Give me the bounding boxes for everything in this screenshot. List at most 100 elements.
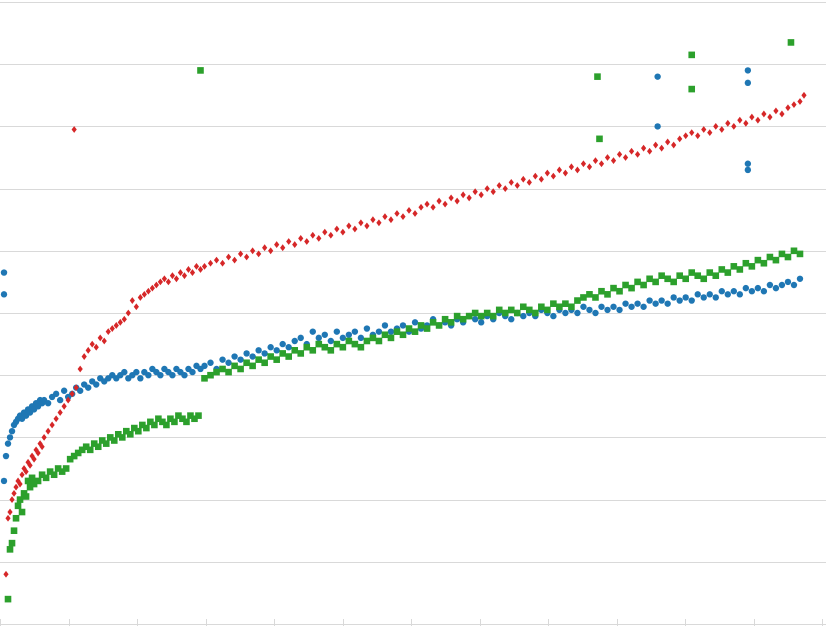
data-point: [131, 424, 138, 432]
data-point: [622, 300, 629, 307]
data-point: [683, 132, 689, 140]
data-point: [219, 259, 226, 267]
data-point: [400, 213, 406, 220]
data-point: [141, 290, 147, 298]
data-point: [796, 275, 804, 282]
data-point: [339, 334, 347, 342]
data-point: [634, 150, 641, 158]
data-point: [610, 303, 617, 310]
data-point: [646, 275, 653, 283]
data-point: [760, 259, 768, 267]
data-point: [622, 154, 629, 161]
data-point: [592, 157, 599, 165]
data-point: [459, 315, 467, 323]
data-point: [610, 284, 617, 292]
data-point: [8, 427, 16, 435]
data-point: [213, 256, 220, 264]
data-point: [411, 319, 419, 326]
data-point: [713, 123, 719, 130]
data-point: [35, 449, 41, 457]
data-point: [352, 225, 358, 233]
data-point: [339, 343, 347, 351]
data-point: [730, 263, 738, 270]
data-point: [137, 375, 144, 382]
data-point: [285, 344, 292, 351]
data-point: [484, 185, 490, 192]
data-point: [478, 191, 484, 199]
data-point: [742, 284, 750, 292]
data-point: [748, 263, 756, 270]
data-point: [143, 424, 150, 432]
data-point: [345, 337, 353, 345]
data-point: [411, 328, 419, 335]
data-point: [15, 477, 21, 485]
data-point: [201, 262, 208, 270]
data-point: [237, 365, 244, 373]
data-point: [700, 294, 707, 301]
data-point: [363, 325, 371, 332]
data-point: [688, 85, 696, 93]
data-point: [453, 312, 461, 320]
data-point: [340, 228, 346, 236]
data-point: [730, 288, 738, 295]
data-point: [30, 480, 38, 488]
data-point: [556, 166, 562, 174]
data-point: [316, 234, 322, 242]
data-point: [382, 213, 388, 220]
data-point: [167, 415, 174, 423]
data-point: [784, 253, 792, 261]
data-point: [688, 297, 695, 304]
data-point: [435, 322, 443, 329]
data-point: [471, 309, 479, 317]
data-point: [54, 465, 62, 472]
data-point: [101, 337, 107, 345]
data-point: [255, 356, 262, 363]
data-point: [97, 334, 103, 342]
data-point: [616, 150, 623, 158]
data-point: [65, 396, 71, 404]
data-point: [267, 344, 274, 351]
data-point: [37, 440, 43, 448]
data-point: [477, 312, 485, 320]
data-point: [118, 434, 126, 441]
data-point: [778, 250, 786, 258]
data-point: [399, 322, 407, 329]
data-point: [387, 334, 395, 342]
data-point: [26, 483, 34, 491]
data-point: [9, 496, 15, 503]
data-point: [399, 331, 407, 339]
data-point: [381, 322, 389, 329]
data-point: [442, 200, 448, 208]
data-point: [197, 266, 204, 273]
data-point: [471, 316, 479, 323]
data-point: [52, 390, 60, 398]
data-point: [268, 247, 274, 255]
data-point: [183, 418, 190, 426]
data-point: [137, 294, 143, 301]
data-point: [550, 300, 557, 307]
data-point: [761, 110, 767, 118]
data-point: [604, 291, 611, 298]
data-point: [189, 368, 196, 376]
data-point: [594, 73, 601, 80]
data-point: [654, 73, 661, 80]
data-point: [19, 471, 25, 479]
data-point: [102, 440, 110, 447]
data-point: [466, 194, 472, 202]
data-point: [328, 231, 334, 239]
data-point: [351, 328, 359, 335]
data-point: [195, 412, 202, 419]
data-point: [513, 309, 521, 317]
data-point: [117, 318, 123, 326]
data-point: [652, 278, 659, 286]
data-point: [393, 328, 401, 335]
data-point: [628, 303, 635, 310]
data-point: [381, 331, 389, 339]
data-point: [85, 346, 91, 354]
data-point: [659, 144, 665, 152]
data-point: [489, 312, 497, 320]
data-point: [231, 362, 238, 370]
data-point: [34, 477, 42, 485]
data-point: [243, 350, 250, 357]
data-point: [201, 375, 208, 382]
